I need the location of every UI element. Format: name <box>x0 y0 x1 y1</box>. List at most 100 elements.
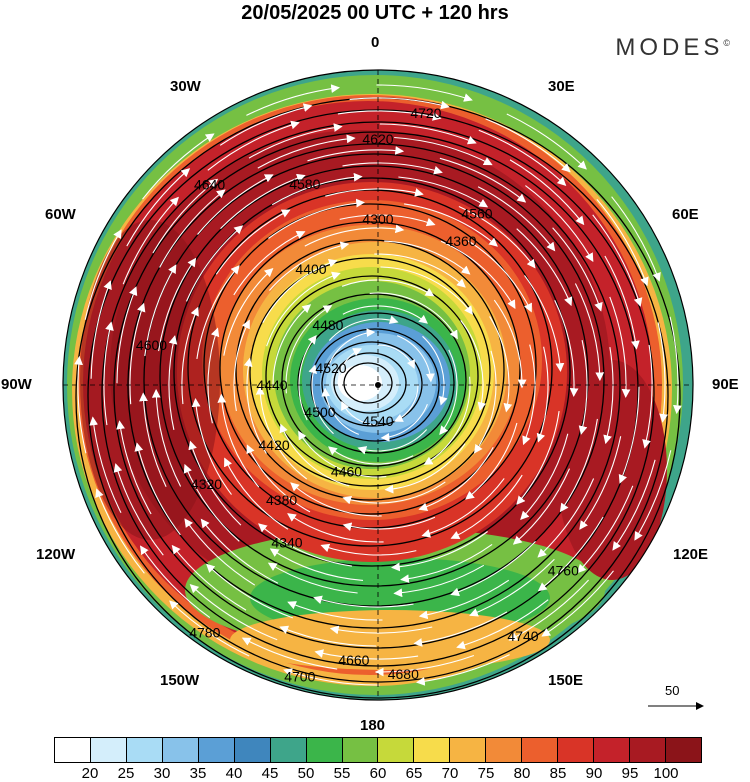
streamline <box>369 292 458 340</box>
streamline <box>257 134 356 169</box>
contour-label: 4660 <box>338 652 369 668</box>
contour-label: 4460 <box>331 464 362 480</box>
streamline <box>246 84 340 116</box>
streamline <box>268 198 365 239</box>
colorbar-tick-label: 55 <box>333 765 351 782</box>
colorbar-cell <box>126 738 163 762</box>
streamline <box>243 357 267 454</box>
streamline <box>89 416 122 514</box>
streamline <box>376 84 473 102</box>
streamline <box>391 531 488 572</box>
lon-label-30e: 30E <box>548 78 575 95</box>
streamline <box>596 199 649 287</box>
colorbar <box>54 737 702 763</box>
streamline <box>248 123 343 159</box>
streamline <box>380 404 428 442</box>
streamline <box>129 302 146 405</box>
colorbar-ticks: 20 25 30 35 40 45 50 55 60 65 70 75 80 85 90 95 100 <box>54 765 702 782</box>
streamline <box>314 649 419 660</box>
lon-label-180: 180 <box>360 717 386 734</box>
height-contour <box>321 341 423 427</box>
streamline <box>298 430 387 478</box>
streamline <box>522 344 536 446</box>
map-boundary <box>62 69 694 701</box>
streamline <box>525 185 594 263</box>
streamline <box>329 625 433 635</box>
colorbar-tick-label: 40 <box>225 765 243 782</box>
lon-label-90e: 90E <box>712 376 739 393</box>
streamline <box>168 335 178 431</box>
contour-label: 4360 <box>445 233 476 249</box>
streamline <box>634 450 672 541</box>
streamline <box>151 388 182 487</box>
contour-label: 4700 <box>284 669 315 685</box>
streamline <box>489 316 513 413</box>
streamline <box>290 482 382 517</box>
contour-label: 4500 <box>304 404 335 420</box>
lon-label-60w: 60W <box>45 206 76 223</box>
streamline <box>113 463 164 556</box>
colorbar-cell <box>594 738 630 762</box>
streamline <box>524 275 565 372</box>
streamline <box>460 320 487 412</box>
colorbar-cell <box>270 738 307 762</box>
streamline <box>418 579 510 620</box>
streamline <box>122 196 179 285</box>
streamline <box>339 214 436 227</box>
streamline <box>384 443 466 494</box>
colorbar-tick-label: 30 <box>153 765 171 782</box>
streamline <box>458 205 536 269</box>
streamline <box>493 299 527 389</box>
streamline <box>307 146 405 162</box>
contour-label: 4340 <box>271 535 302 551</box>
streamline <box>618 386 640 484</box>
streamline <box>267 562 358 594</box>
contour-label: 4760 <box>548 562 579 578</box>
streamline <box>207 120 300 171</box>
colorbar-tick-label: 95 <box>621 765 639 782</box>
streamline <box>537 516 604 592</box>
streamline <box>217 393 260 488</box>
streamline <box>103 321 114 426</box>
height-contour <box>249 257 491 487</box>
colorbar-cell <box>90 738 127 762</box>
streamline <box>657 322 668 423</box>
streamline <box>394 136 493 166</box>
streamline <box>328 315 399 341</box>
colorbar-tick-label: 25 <box>117 765 135 782</box>
colorbar-cell <box>665 738 701 762</box>
height-contours <box>75 97 681 699</box>
streamline <box>224 457 289 530</box>
contour-label: 4740 <box>507 628 538 644</box>
height-contour <box>219 221 521 515</box>
streamline <box>379 123 477 145</box>
streamline <box>536 346 549 443</box>
pole-marker <box>375 382 381 388</box>
streamline <box>516 228 573 307</box>
streamline <box>342 162 443 175</box>
height-contour <box>265 275 479 477</box>
streamline <box>485 118 571 173</box>
streamline <box>287 513 384 543</box>
streamline <box>233 231 306 296</box>
streamline <box>266 271 341 347</box>
brand-logo: MODES© <box>615 34 730 62</box>
streamline <box>341 401 379 426</box>
streamline <box>423 376 471 465</box>
streamline <box>337 348 362 386</box>
colorbar-tick-label: 45 <box>261 765 279 782</box>
streamline <box>520 433 569 521</box>
streamline <box>574 283 605 382</box>
lon-label-0: 0 <box>371 34 380 51</box>
streamline <box>541 570 614 637</box>
map-title: 20/05/2025 00 UTC + 120 hrs <box>241 2 509 24</box>
streamline <box>183 463 240 542</box>
colorbar-tick-label: 50 <box>297 765 315 782</box>
streamline <box>509 159 585 226</box>
contour-label: 4380 <box>266 492 297 508</box>
streamline <box>321 387 359 435</box>
colorbar-tick-label: 65 <box>405 765 423 782</box>
colorbar-tick-label: 85 <box>549 765 567 782</box>
colorbar-tick-label: 20 <box>81 765 99 782</box>
lon-label-150e: 150E <box>548 672 584 689</box>
